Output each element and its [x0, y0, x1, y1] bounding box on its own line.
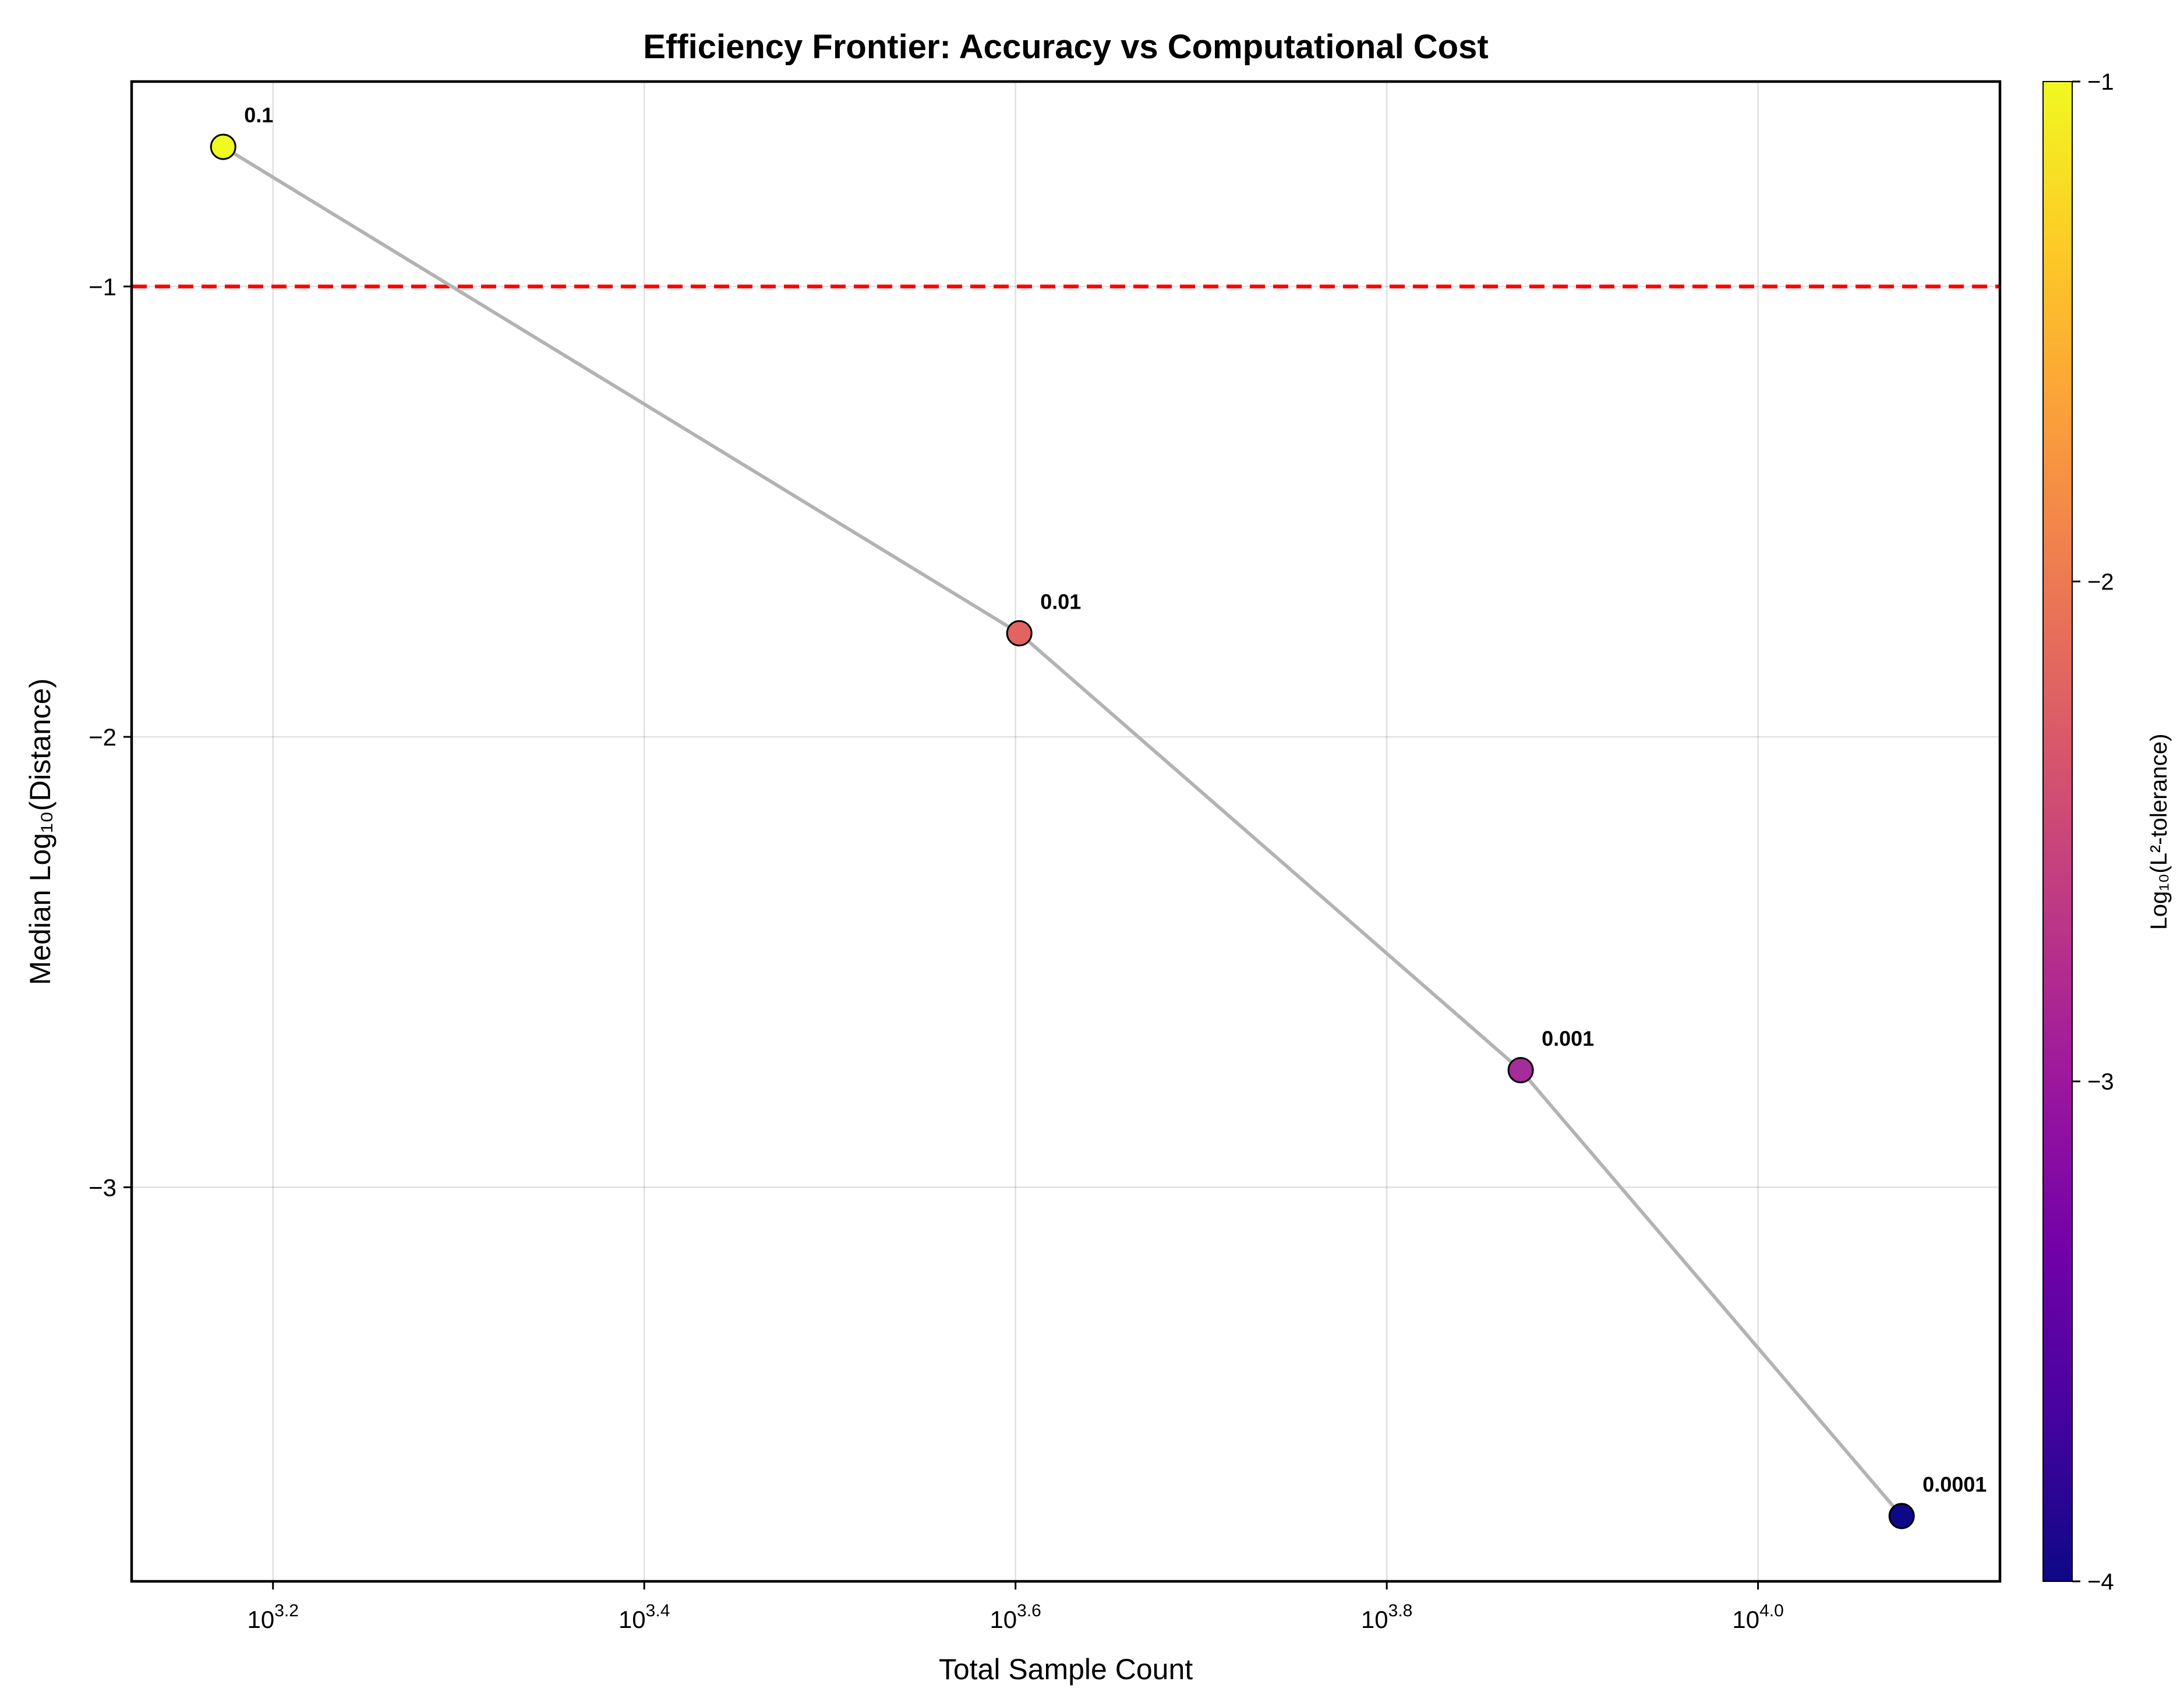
point-label: 0.001	[1542, 1026, 1594, 1050]
data-point	[210, 133, 236, 160]
plot-frame	[130, 80, 2002, 1583]
x-tick-label: 104.0	[1732, 1601, 1783, 1633]
chart-title: Efficiency Frontier: Accuracy vs Computa…	[643, 28, 1488, 66]
point-label: 0.01	[1040, 589, 1081, 613]
x-tick-label: 103.6	[989, 1601, 1041, 1633]
x-tick-label: 103.4	[619, 1601, 670, 1633]
point-label: 0.1	[244, 103, 273, 127]
x-axis-label: Total Sample Count	[939, 1653, 1193, 1686]
x-tick-label: 103.2	[247, 1601, 298, 1633]
connector-layer	[222, 145, 1903, 1517]
point-label: 0.0001	[1923, 1472, 1987, 1496]
colorbar-label: Log₁₀(L²-tolerance)	[2146, 734, 2172, 930]
colorbar	[2042, 81, 2073, 1582]
colorbar-tick-label: −3	[2087, 1069, 2114, 1095]
x-tick-label: 103.8	[1361, 1601, 1412, 1633]
y-tick-label: −2	[89, 723, 116, 751]
points-layer	[210, 133, 1915, 1530]
colorbar-ticks: −1 −2 −3 −4	[2072, 69, 2114, 1595]
point-labels-layer: 0.1 0.01 0.001 0.0001	[244, 103, 1987, 1496]
colorbar-tick-label: −1	[2087, 69, 2114, 95]
grid	[132, 82, 2000, 1581]
data-point	[1006, 620, 1033, 647]
colorbar-tick-label: −2	[2087, 569, 2114, 595]
connector-line	[222, 145, 1903, 1517]
colorbar-tick-label: −4	[2087, 1569, 2114, 1595]
y-axis: −1 −2 −3	[89, 273, 132, 1201]
x-axis: 103.2 103.4 103.6 103.8 104.0	[247, 1581, 1784, 1633]
data-point	[1888, 1503, 1915, 1530]
y-tick-label: −3	[89, 1174, 116, 1201]
y-tick-label: −1	[89, 273, 116, 301]
data-point	[1507, 1057, 1534, 1083]
y-axis-label: Median Log₁₀(Distance)	[24, 679, 56, 986]
